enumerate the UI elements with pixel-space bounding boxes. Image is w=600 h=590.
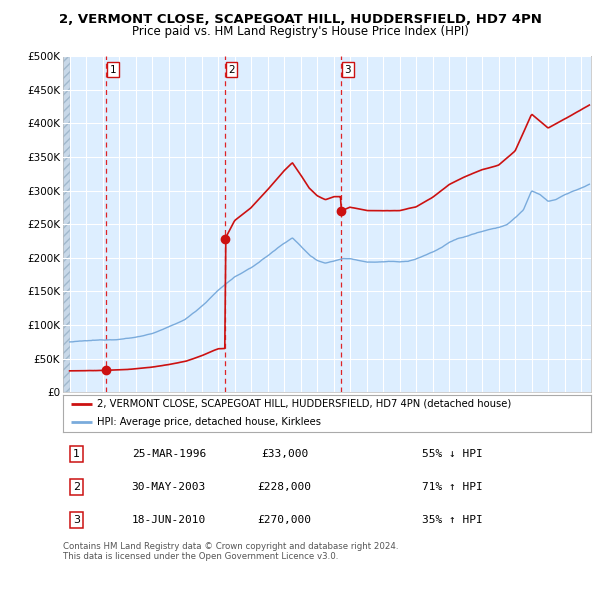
Text: 3: 3 bbox=[73, 515, 80, 525]
Text: 35% ↑ HPI: 35% ↑ HPI bbox=[422, 515, 483, 525]
Text: Price paid vs. HM Land Registry's House Price Index (HPI): Price paid vs. HM Land Registry's House … bbox=[131, 25, 469, 38]
Text: 1: 1 bbox=[110, 64, 116, 74]
Text: 2: 2 bbox=[73, 483, 80, 492]
Text: HPI: Average price, detached house, Kirklees: HPI: Average price, detached house, Kirk… bbox=[97, 417, 322, 427]
Text: £228,000: £228,000 bbox=[258, 483, 312, 492]
Text: 30-MAY-2003: 30-MAY-2003 bbox=[131, 483, 206, 492]
Text: 2, VERMONT CLOSE, SCAPEGOAT HILL, HUDDERSFIELD, HD7 4PN: 2, VERMONT CLOSE, SCAPEGOAT HILL, HUDDER… bbox=[59, 13, 541, 26]
Text: 2: 2 bbox=[228, 64, 235, 74]
Text: £270,000: £270,000 bbox=[258, 515, 312, 525]
Text: 2, VERMONT CLOSE, SCAPEGOAT HILL, HUDDERSFIELD, HD7 4PN (detached house): 2, VERMONT CLOSE, SCAPEGOAT HILL, HUDDER… bbox=[97, 399, 512, 409]
Text: 25-MAR-1996: 25-MAR-1996 bbox=[131, 450, 206, 460]
Text: Contains HM Land Registry data © Crown copyright and database right 2024.: Contains HM Land Registry data © Crown c… bbox=[63, 542, 398, 550]
Text: 55% ↓ HPI: 55% ↓ HPI bbox=[422, 450, 483, 460]
Text: 1: 1 bbox=[73, 450, 80, 460]
Text: This data is licensed under the Open Government Licence v3.0.: This data is licensed under the Open Gov… bbox=[63, 552, 338, 561]
Bar bbox=[63, 56, 70, 392]
Text: 18-JUN-2010: 18-JUN-2010 bbox=[131, 515, 206, 525]
Text: 3: 3 bbox=[344, 64, 351, 74]
Text: 71% ↑ HPI: 71% ↑ HPI bbox=[422, 483, 483, 492]
Text: £33,000: £33,000 bbox=[261, 450, 308, 460]
Bar bbox=[63, 56, 70, 392]
